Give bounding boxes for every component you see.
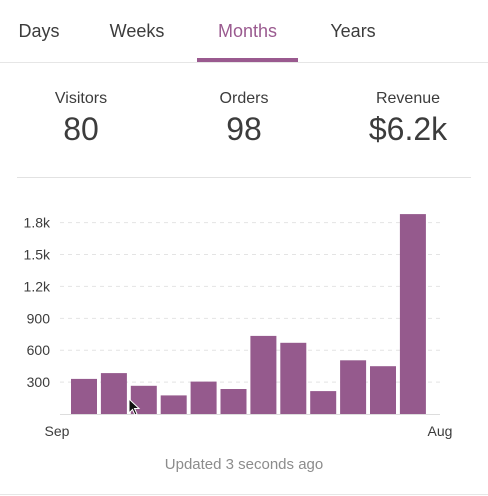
bottom-divider [0,494,488,495]
tab-days[interactable]: Days [18,21,60,41]
y-tick-label: 1.8k [24,215,51,231]
stats-divider [17,177,471,178]
bar-aug[interactable] [399,214,426,414]
bar-oct[interactable] [100,373,127,414]
y-tick-label: 300 [27,374,51,390]
bar-mar[interactable] [250,335,277,414]
y-tick-label: 900 [27,310,51,326]
stat-revenue[interactable]: Revenue $6.2k [358,88,458,148]
monthly-bar-chart: 300 600 900 1.2k 1.5k 1.8k Sep Aug [24,214,453,439]
bar-apr[interactable] [280,342,307,414]
y-tick-label: 1.5k [24,247,51,263]
bar-jun[interactable] [340,360,367,414]
x-tick-label-start: Sep [45,423,70,439]
bar-jul[interactable] [370,366,396,414]
tab-years[interactable]: Years [330,21,376,41]
x-tick-label-end: Aug [428,423,453,439]
mouse-cursor-icon [128,398,141,416]
stat-revenue-label: Revenue [375,90,441,107]
bar-jan[interactable] [190,381,217,414]
stat-orders[interactable]: Orders 98 [204,88,284,148]
stat-visitors[interactable]: Visitors 80 [41,88,121,148]
y-tick-label: 1.2k [24,278,51,294]
active-tab-indicator [197,58,298,62]
updated-status-text: Updated 3 seconds ago [164,456,324,473]
stat-orders-value: 98 [226,111,262,147]
bar-feb[interactable] [220,389,247,414]
bar-sep[interactable] [71,378,97,414]
y-tick-label: 600 [27,342,51,358]
stat-visitors-value: 80 [63,111,99,147]
tab-weeks[interactable]: Weeks [109,21,165,41]
stat-revenue-value: $6.2k [368,111,448,147]
tab-months[interactable]: Months [217,21,278,41]
bar-dec[interactable] [160,395,187,414]
bar-may[interactable] [310,391,337,414]
stat-visitors-label: Visitors [54,90,108,107]
period-tab-bar: Days Weeks Months Years [0,0,488,63]
stat-orders-label: Orders [219,90,269,107]
